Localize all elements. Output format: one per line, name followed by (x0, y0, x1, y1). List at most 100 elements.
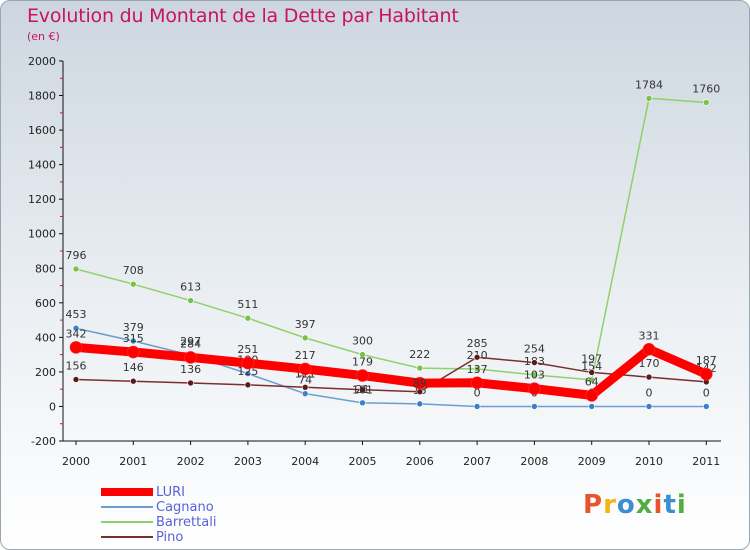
legend-swatch-cagnano (101, 506, 153, 508)
data-point-barrettali (531, 371, 538, 379)
legend-item-luri[interactable]: LURI (101, 485, 301, 500)
data-point-pino (130, 377, 137, 385)
legend: LURI Cagnano Barrettali Pino (101, 485, 301, 545)
y-tick-label: 2000 (28, 55, 56, 68)
data-point-luri (298, 362, 312, 376)
y-tick-label: 1800 (28, 90, 56, 103)
x-tick-label: 2006 (406, 455, 434, 468)
data-label-cagnano: 297 (180, 335, 201, 348)
data-label-luri: 342 (66, 327, 87, 340)
legend-item-pino[interactable]: Pino (101, 530, 301, 545)
data-label-extra: 137 (467, 363, 488, 376)
data-point-barrettali (130, 280, 137, 288)
y-tick-label: 800 (35, 262, 56, 275)
y-tick-label: 400 (35, 331, 56, 344)
data-label-luri: 251 (237, 343, 258, 356)
data-point-cagnano (130, 337, 137, 345)
x-tick-label: 2009 (578, 455, 606, 468)
data-point-barrettali (244, 314, 252, 322)
data-point-pino (531, 359, 538, 366)
data-point-cagnano (473, 403, 481, 410)
data-label-pino: 170 (639, 357, 660, 370)
data-label-pino: 136 (180, 363, 201, 376)
data-label-pino: 146 (123, 361, 144, 374)
x-tick-label: 2011 (692, 455, 720, 468)
data-label-barrettali: 613 (180, 281, 201, 294)
data-label-luri: 64 (585, 375, 599, 388)
legend-label-barrettali: Barrettali (156, 515, 217, 530)
data-point-luri (127, 345, 140, 359)
data-point-barrettali (588, 376, 596, 384)
data-point-cagnano (244, 370, 252, 377)
data-point-pino (473, 353, 481, 361)
legend-label-luri: LURI (156, 485, 185, 500)
legend-label-pino: Pino (156, 530, 184, 545)
data-label-barrettali: 222 (409, 348, 430, 361)
data-point-cagnano (301, 390, 309, 397)
data-point-luri (470, 376, 484, 390)
x-tick-label: 2000 (62, 455, 90, 468)
data-point-luri (241, 356, 255, 370)
x-tick-label: 2008 (520, 455, 548, 468)
data-label-barrettali: 796 (66, 249, 87, 262)
data-label-cagnano: 0 (474, 386, 481, 399)
x-tick-label: 2004 (291, 455, 319, 468)
x-tick-label: 2005 (349, 455, 377, 468)
data-label-luri: 331 (639, 329, 660, 342)
y-tick-label: 200 (35, 366, 56, 379)
data-point-pino (187, 379, 194, 387)
data-point-luri (528, 382, 541, 395)
data-label-barrettali: 300 (352, 335, 373, 348)
data-label-pino: 156 (66, 360, 87, 373)
data-point-barrettali (645, 95, 653, 102)
data-label-luri: 217 (295, 349, 316, 362)
proxiti-logo[interactable]: Proxiti (583, 490, 687, 520)
data-label-pino: 197 (581, 352, 602, 365)
data-label-pino: 285 (467, 337, 488, 350)
series-line-luri (71, 342, 711, 400)
data-point-barrettali (187, 297, 194, 304)
data-label-cagnano: 453 (66, 308, 87, 321)
data-point-barrettali (359, 351, 366, 358)
legend-swatch-barrettali (101, 521, 153, 523)
x-tick-label: 2001 (119, 455, 147, 468)
data-point-barrettali (702, 99, 710, 106)
data-label-cagnano: 0 (646, 386, 653, 399)
data-label-pino: 254 (524, 343, 545, 356)
data-point-luri (413, 376, 427, 390)
data-point-cagnano (416, 400, 424, 408)
data-point-pino (244, 381, 252, 389)
data-point-luri (184, 351, 197, 364)
chart-title: Evolution du Montant de la Dette par Hab… (27, 5, 459, 27)
data-point-cagnano (645, 403, 653, 410)
y-tick-label: 0 (49, 400, 56, 413)
data-point-luri (69, 341, 83, 354)
data-label-barrettali: 1784 (635, 78, 663, 91)
data-label-barrettali: 708 (123, 264, 144, 277)
data-point-barrettali (72, 265, 80, 273)
data-label-barrettali: 511 (237, 298, 258, 311)
series-line-barrettali (75, 97, 708, 381)
data-point-pino (588, 369, 596, 376)
data-point-luri (585, 389, 599, 402)
data-point-pino (359, 386, 366, 394)
data-point-luri (642, 342, 656, 356)
x-tick-label: 2010 (635, 455, 663, 468)
data-point-luri (699, 367, 713, 381)
data-label-luri: 103 (524, 369, 545, 382)
data-point-pino (72, 376, 80, 383)
data-point-cagnano (359, 399, 366, 407)
data-point-cagnano (588, 403, 596, 410)
data-point-pino (301, 383, 309, 391)
data-point-cagnano (72, 324, 80, 332)
x-tick-label: 2003 (234, 455, 262, 468)
data-label-luri: 284 (180, 337, 201, 350)
y-tick-label: -200 (31, 435, 56, 448)
data-label-cagnano: 379 (123, 321, 144, 334)
legend-swatch-pino (101, 536, 153, 538)
legend-item-barrettali[interactable]: Barrettali (101, 515, 301, 530)
y-tick-label: 1400 (28, 159, 56, 172)
data-label-barrettali: 154 (581, 360, 602, 373)
legend-item-cagnano[interactable]: Cagnano (101, 500, 301, 515)
